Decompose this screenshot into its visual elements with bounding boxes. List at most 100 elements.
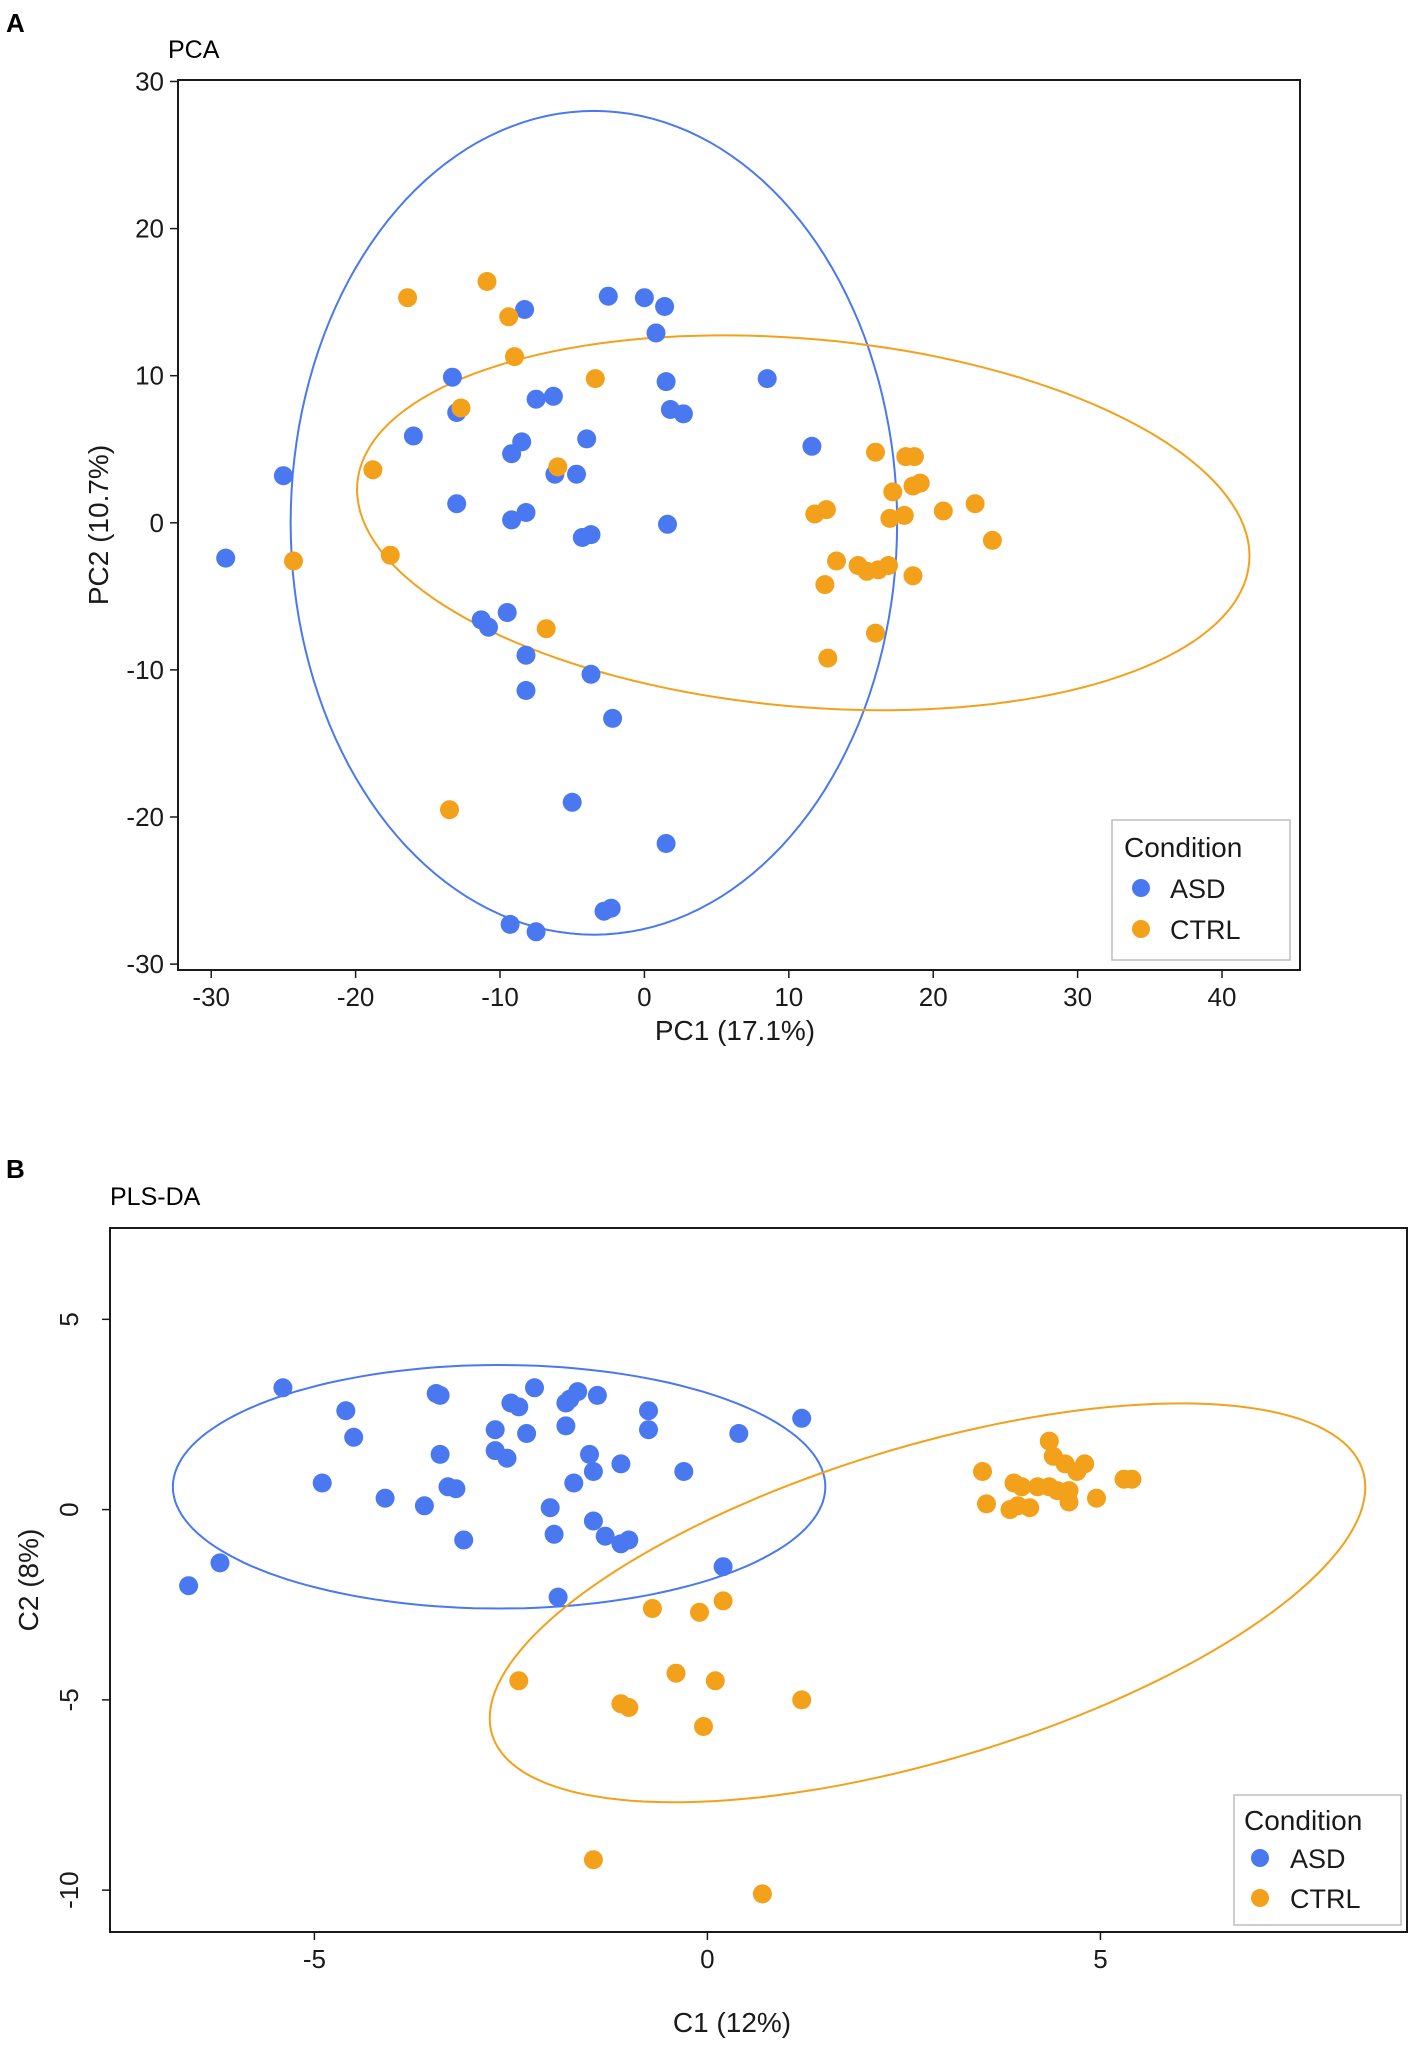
panel-a-y-tick-label: 20 <box>135 214 164 244</box>
panel-a-x-tick-label: 40 <box>1208 982 1237 1012</box>
panel-b-point-asd <box>583 1462 603 1481</box>
panel-a-point-asd <box>515 300 535 319</box>
panel-a-title: PCA <box>168 36 220 64</box>
panel-b-point-asd <box>497 1448 517 1468</box>
panel-a-point-asd <box>403 426 423 446</box>
panel-a-letter: A <box>6 8 25 38</box>
panel-b-point-asd <box>674 1462 694 1481</box>
panel-b-point-asd <box>639 1420 658 1440</box>
panel-a-ellipse-asd <box>289 109 899 936</box>
panel-b-point-asd <box>548 1587 568 1607</box>
panel-b-ellipse-asd <box>171 1363 827 1610</box>
panel-b-point-asd <box>179 1576 199 1596</box>
panel-b-letter: B <box>6 1154 25 1184</box>
panel-a-legend-ctrl-label: CTRL <box>1170 915 1241 945</box>
panel-a-point-asd <box>567 464 586 484</box>
panel-a-point-ctrl <box>536 619 556 639</box>
panel-b-point-ctrl <box>977 1494 996 1514</box>
panel-b-point-asd <box>580 1444 599 1464</box>
panel-a-y-axis-label: PC2 (10.7%) <box>83 445 114 605</box>
panel-b-point-asd <box>639 1401 658 1421</box>
panel-b-ellipses <box>171 1363 1367 1804</box>
panel-a-point-ctrl <box>440 800 459 820</box>
panel-b-point-ctrl <box>1087 1488 1106 1508</box>
panel-a-y-tick-label: 30 <box>135 66 164 96</box>
panel-a-point-asd <box>603 708 623 728</box>
panel-b-y-tick-label: 0 <box>54 1502 84 1516</box>
panel-b-point-asd <box>587 1385 607 1405</box>
panel-b-y-tick-label: -10 <box>54 1871 84 1909</box>
panel-a-point-asd <box>526 389 546 409</box>
panel-b-point-ctrl <box>1020 1498 1040 1518</box>
panel-b-point-asd <box>517 1424 537 1443</box>
panel-a-point-ctrl <box>866 442 885 462</box>
panel-b-ticks: -5 0 5 -10 -5 0 5 <box>54 1312 1108 1974</box>
panel-b-point-ctrl <box>1075 1454 1095 1474</box>
panel-a-legend: Condition ASD CTRL <box>1111 819 1291 961</box>
panel-b-point-asd <box>611 1454 631 1474</box>
panel-b-plot-frame <box>109 1227 1408 1933</box>
panel-a-point-asd <box>516 645 536 665</box>
panel-a-x-tick-label: 20 <box>919 982 948 1012</box>
panel-a-point-asd <box>594 901 614 921</box>
panel-a-point-asd <box>442 367 462 387</box>
panel-b-y-axis-label: C2 (8%) <box>13 1529 44 1632</box>
panel-a-point-asd <box>598 286 618 306</box>
panel-a-point-asd <box>516 503 536 522</box>
panel-b-point-ctrl <box>690 1602 709 1622</box>
panel-a-x-tick-label: 10 <box>774 982 803 1012</box>
panel-b-point-asd <box>568 1382 588 1402</box>
panel-b-point-asd <box>312 1473 332 1493</box>
panel-a-point-ctrl <box>499 307 519 327</box>
panel-a-point-ctrl <box>879 556 898 575</box>
panel-b-point-asd <box>525 1378 544 1398</box>
panel-a-point-ctrl <box>505 347 524 367</box>
panel-b-point-ctrl <box>705 1671 725 1691</box>
panel-a-point-asd <box>658 514 677 534</box>
panel-b-y-tick-label: -5 <box>54 1688 84 1711</box>
panel-a-point-asd <box>447 494 467 514</box>
panel-b-point-asd <box>414 1496 434 1516</box>
panel-b-y-tick-label: 5 <box>54 1312 84 1326</box>
panel-a-point-asd <box>273 466 293 486</box>
panel-a-point-ctrl <box>883 482 903 502</box>
panel-b-point-ctrl <box>1059 1481 1079 1501</box>
panel-a-point-asd <box>581 525 601 545</box>
panel-a-point-ctrl <box>816 500 836 520</box>
panel-a-point-ctrl <box>894 505 914 525</box>
panel-a-x-tick-label: -30 <box>192 982 230 1012</box>
panel-b-point-asd <box>446 1479 466 1499</box>
panel-a-point-asd <box>757 369 777 389</box>
panel-b-point-ctrl <box>619 1698 639 1717</box>
panel-a-point-asd <box>656 834 676 853</box>
panel-a-point-ctrl <box>548 457 568 477</box>
panel-a-legend-asd-label: ASD <box>1170 874 1226 904</box>
panel-b-point-ctrl <box>1039 1431 1059 1451</box>
panel-a-point-ctrl <box>866 623 885 643</box>
panel-a-point-asd <box>655 297 675 316</box>
panel-a-point-asd <box>500 914 520 934</box>
panel-b-x-tick-label: 5 <box>1093 1944 1107 1974</box>
panel-b-point-asd <box>430 1444 450 1464</box>
panel-b-point-asd <box>485 1420 505 1440</box>
panel-b-point-ctrl <box>792 1690 812 1710</box>
panel-a-point-asd <box>216 548 236 568</box>
panel-b-point-asd <box>273 1378 293 1398</box>
panel-b-point-asd <box>540 1498 560 1518</box>
panel-b-point-ctrl <box>666 1663 686 1683</box>
panel-a-point-ctrl <box>398 288 418 308</box>
panel-b-point-asd <box>336 1401 356 1421</box>
panel-b-point-asd <box>792 1408 812 1428</box>
panel-a-point-asd <box>802 436 822 456</box>
panel-a-x-axis-label: PC1 (17.1%) <box>655 1015 815 1046</box>
panel-b-point-asd <box>564 1473 584 1493</box>
panel-a-points <box>216 272 1002 942</box>
panel-a-point-asd <box>512 432 532 452</box>
panel-b-legend-ctrl-marker <box>1251 1889 1269 1907</box>
panel-a-point-ctrl <box>380 545 400 565</box>
panel-b-legend: Condition ASD CTRL <box>1233 1794 1402 1926</box>
panel-b-legend-asd-marker <box>1251 1849 1269 1867</box>
panel-a-x-tick-label: -20 <box>337 982 375 1012</box>
panel-b-point-ctrl <box>583 1850 603 1870</box>
